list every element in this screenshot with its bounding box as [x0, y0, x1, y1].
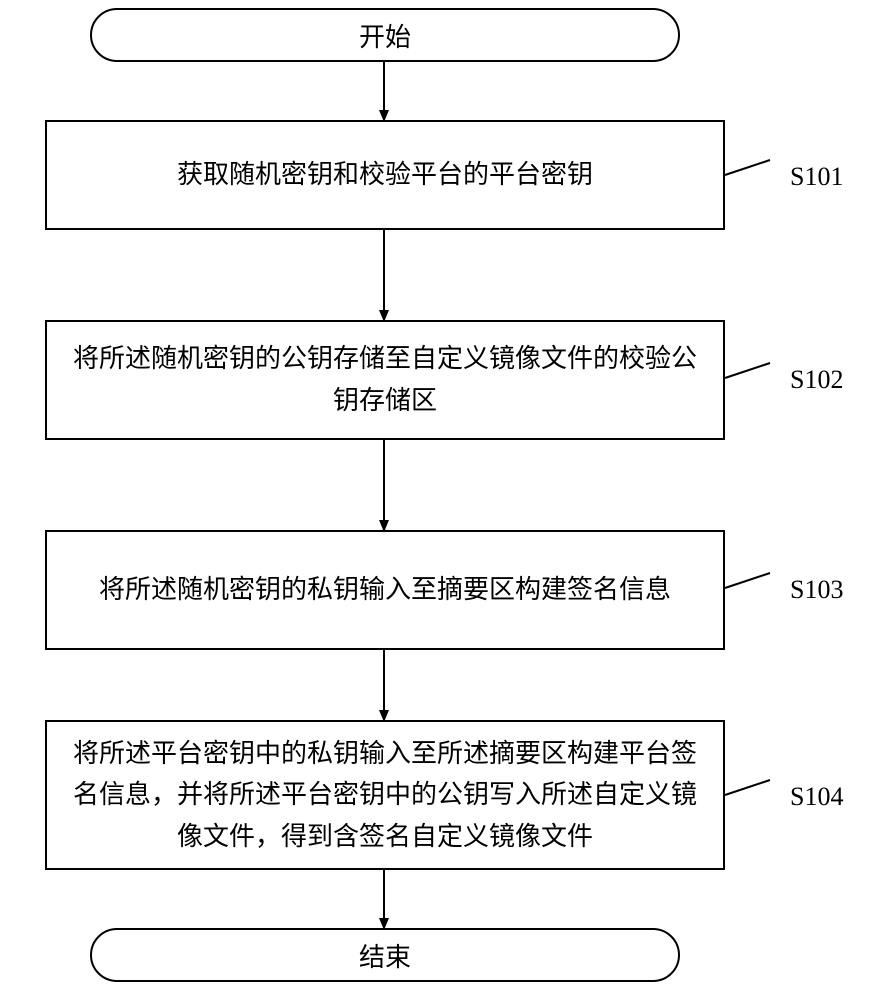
process-step-s104: 将所述平台密钥中的私钥输入至所述摘要区构建平台签名信息，并将所述平台密钥中的公钥…	[45, 720, 725, 870]
process-step-s101-text: 获取随机密钥和校验平台的平台密钥	[177, 154, 593, 196]
process-step-s102: 将所述随机密钥的公钥存储至自定义镜像文件的校验公钥存储区	[45, 320, 725, 440]
step-label-s103: S103	[790, 575, 843, 605]
process-step-s103: 将所述随机密钥的私钥输入至摘要区构建签名信息	[45, 530, 725, 650]
process-step-s102-text: 将所述随机密钥的公钥存储至自定义镜像文件的校验公钥存储区	[67, 338, 703, 421]
step-label-s101: S101	[790, 162, 843, 192]
process-step-s104-text: 将所述平台密钥中的私钥输入至所述摘要区构建平台签名信息，并将所述平台密钥中的公钥…	[67, 733, 703, 858]
terminal-end-text: 结束	[359, 937, 411, 974]
flowchart-canvas: 开始 结束 获取随机密钥和校验平台的平台密钥 将所述随机密钥的公钥存储至自定义镜…	[0, 0, 869, 1000]
terminal-start-text: 开始	[359, 17, 411, 54]
process-step-s103-text: 将所述随机密钥的私钥输入至摘要区构建签名信息	[99, 569, 671, 611]
terminal-start: 开始	[90, 8, 680, 62]
terminal-end: 结束	[90, 928, 680, 982]
step-label-s102: S102	[790, 365, 843, 395]
process-step-s101: 获取随机密钥和校验平台的平台密钥	[45, 120, 725, 230]
step-label-s104: S104	[790, 782, 843, 812]
